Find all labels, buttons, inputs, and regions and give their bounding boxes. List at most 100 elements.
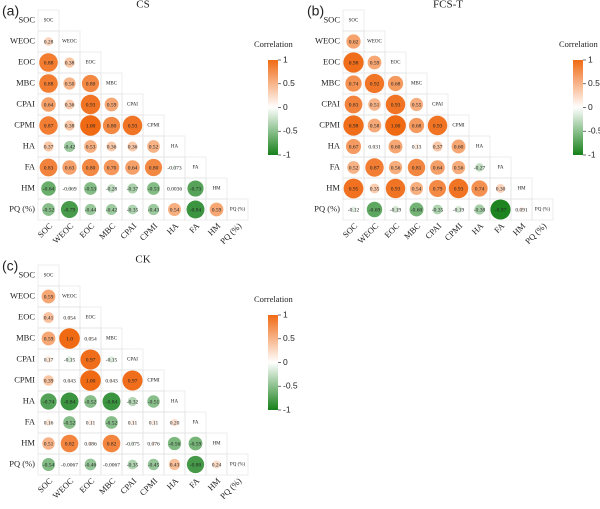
row-label: WEOC bbox=[10, 35, 35, 45]
correlation-circle bbox=[344, 95, 363, 114]
correlation-circle bbox=[122, 115, 143, 136]
value-label: 0.55 bbox=[412, 102, 422, 108]
correlation-circle bbox=[387, 75, 404, 92]
correlation-circle bbox=[87, 419, 94, 426]
correlation-circle bbox=[350, 206, 357, 213]
correlation-circle bbox=[345, 138, 362, 155]
value-label: 0.52 bbox=[149, 144, 159, 150]
colorbar-tick-label: 0.5 bbox=[283, 78, 295, 88]
row-label: EOC bbox=[323, 56, 340, 66]
colorbar-tick-label: -0.5 bbox=[588, 126, 600, 136]
correlation-circle bbox=[186, 455, 205, 474]
correlation-circle bbox=[367, 55, 382, 70]
value-label: 0.41 bbox=[44, 315, 54, 321]
correlation-circle bbox=[64, 57, 75, 68]
correlation-circle bbox=[63, 416, 76, 429]
column-label: PQ (%) bbox=[218, 476, 243, 501]
correlation-circle bbox=[62, 160, 77, 175]
diagonal-label: EOC bbox=[86, 61, 97, 66]
diagonal-label: MBC bbox=[411, 82, 423, 87]
row-label: CPMI bbox=[14, 119, 35, 129]
row-label: PQ (%) bbox=[9, 458, 35, 468]
column-label: MBC bbox=[402, 220, 423, 241]
correlation-circle bbox=[432, 204, 443, 215]
correlation-circle bbox=[474, 204, 485, 215]
correlation-circle bbox=[345, 75, 362, 92]
value-label: 0.60 bbox=[391, 144, 401, 150]
value-label: 0.20 bbox=[170, 420, 180, 426]
value-label: 0.59 bbox=[370, 60, 380, 66]
column-label: WEOC bbox=[51, 475, 76, 500]
correlation-circle bbox=[385, 115, 406, 136]
correlation-circle bbox=[127, 459, 138, 470]
row-label: HA bbox=[23, 140, 36, 150]
correlation-circle bbox=[84, 458, 97, 471]
value-label: 0.24 bbox=[212, 462, 222, 468]
grid-cell bbox=[531, 198, 554, 221]
correlation-circle bbox=[168, 203, 181, 216]
value-label: -0.28 bbox=[106, 186, 118, 192]
diagonal-label: HM bbox=[212, 187, 221, 192]
value-label: -0.69 bbox=[369, 207, 381, 213]
value-label: -0.54 bbox=[43, 462, 55, 468]
correlation-circle bbox=[45, 356, 52, 363]
value-label: 0.93 bbox=[86, 102, 96, 108]
value-label: -0.74 bbox=[43, 399, 55, 405]
value-label: -0.19 bbox=[390, 207, 402, 213]
correlation-circle bbox=[518, 206, 525, 213]
row-label: FA bbox=[330, 161, 341, 171]
diagonal-label: CPMI bbox=[452, 124, 465, 129]
colorbar-tick-label: 1 bbox=[283, 309, 288, 319]
correlation-circle bbox=[102, 392, 121, 411]
correlation-circle bbox=[39, 158, 58, 177]
value-label: 0.79 bbox=[433, 186, 443, 192]
correlation-circle bbox=[343, 52, 364, 73]
column-label: EOC bbox=[77, 220, 96, 239]
correlation-circle bbox=[84, 140, 97, 153]
column-label: WEOC bbox=[356, 220, 381, 245]
diagonal-label: WEOC bbox=[62, 295, 77, 300]
value-label: 0.54 bbox=[412, 186, 422, 192]
value-label: -0.52 bbox=[85, 399, 97, 405]
correlation-circle bbox=[127, 141, 138, 152]
correlation-circle bbox=[168, 458, 181, 471]
value-label: 0.11 bbox=[128, 420, 138, 426]
value-label: 0.36 bbox=[107, 144, 117, 150]
value-label: 0.88 bbox=[44, 60, 54, 66]
column-label: MBC bbox=[97, 220, 118, 241]
row-label: CPAI bbox=[16, 98, 35, 108]
row-label: CPAI bbox=[16, 353, 35, 363]
correlation-circle bbox=[171, 164, 178, 171]
value-label: 0.39 bbox=[44, 378, 54, 384]
value-label: 0.50 bbox=[65, 81, 75, 87]
value-label: 0.70 bbox=[107, 165, 117, 171]
column-label: HA bbox=[165, 475, 181, 491]
correlation-circle bbox=[343, 178, 364, 199]
value-label: -0.97 bbox=[495, 207, 507, 213]
correlation-circle bbox=[84, 182, 97, 195]
diagonal-label: HM bbox=[517, 187, 526, 192]
correlation-circle bbox=[42, 437, 55, 450]
row-label: HA bbox=[23, 395, 36, 405]
diagonal-label: HA bbox=[171, 145, 179, 150]
diagonal-label: CPAI bbox=[432, 103, 443, 108]
correlation-circle bbox=[66, 356, 73, 363]
row-label: MBC bbox=[321, 77, 340, 87]
correlation-circle bbox=[428, 179, 447, 198]
correlation-circle bbox=[432, 141, 443, 152]
row-label: SOC bbox=[323, 14, 340, 24]
column-label: HM bbox=[206, 220, 223, 237]
correlation-circle bbox=[81, 158, 100, 177]
value-label: 0.87 bbox=[370, 165, 380, 171]
value-label: 0.62 bbox=[349, 39, 359, 45]
value-label: 0.16 bbox=[44, 420, 54, 426]
correlation-circle bbox=[496, 184, 505, 193]
correlation-circle bbox=[42, 458, 55, 471]
column-label: FA bbox=[187, 475, 202, 490]
value-label: -0.42 bbox=[64, 144, 76, 150]
value-label: 0.81 bbox=[412, 165, 422, 171]
correlation-circle bbox=[60, 434, 79, 453]
